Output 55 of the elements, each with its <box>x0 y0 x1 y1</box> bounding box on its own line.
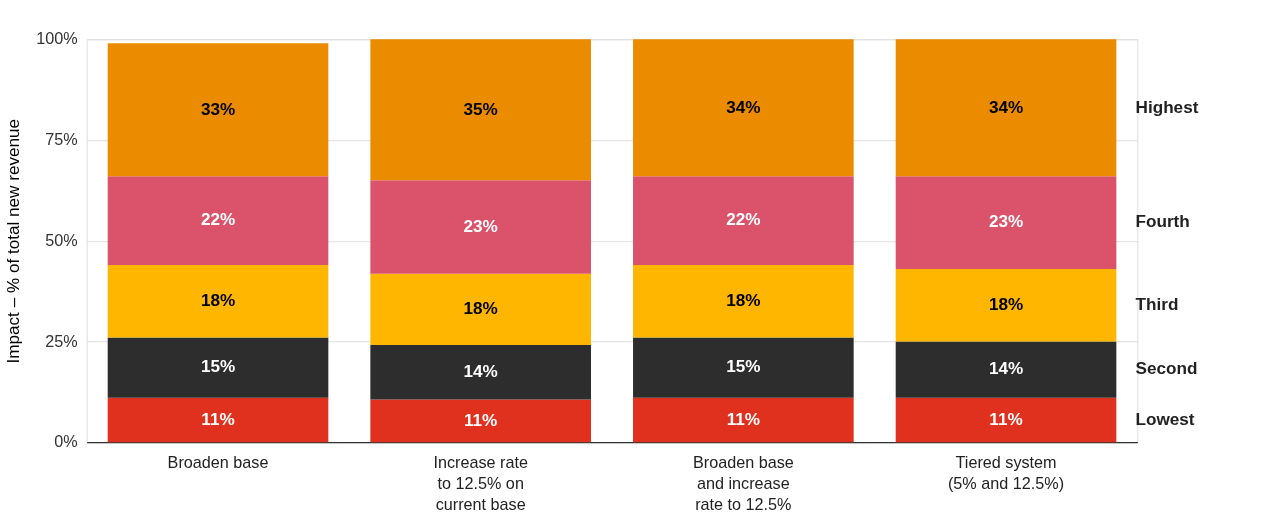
bar <box>370 39 591 181</box>
x-tick-label: Broaden base <box>167 453 269 472</box>
x-tick-label: Tiered system (5% and 12.5%) <box>947 453 1065 493</box>
bar <box>895 341 1117 398</box>
x-tick-label: Increase rate to 12.5% on current base <box>433 453 528 514</box>
bar <box>107 264 329 338</box>
data-label: 15% <box>200 356 236 377</box>
series-label: Fourth <box>1135 211 1190 232</box>
bar <box>895 39 1117 177</box>
bar <box>633 397 854 443</box>
bar <box>370 180 591 274</box>
data-label: 11% <box>726 408 761 429</box>
series-label: Second <box>1135 358 1198 379</box>
series-label: Third <box>1135 293 1179 314</box>
bar <box>370 399 591 443</box>
series-label: Lowest <box>1135 408 1195 429</box>
y-tick-label: 100% <box>36 29 78 48</box>
data-label: 18% <box>988 293 1024 314</box>
bar <box>370 345 591 400</box>
bar <box>370 273 591 346</box>
data-label: 11% <box>989 408 1023 429</box>
bar <box>895 397 1117 443</box>
bar <box>107 176 329 265</box>
bar <box>107 397 329 443</box>
data-label: 11% <box>201 408 235 429</box>
data-label: 11% <box>464 409 498 430</box>
bar <box>895 268 1117 342</box>
data-label: 35% <box>463 98 498 119</box>
data-label: 34% <box>726 96 761 117</box>
y-tick-label: 75% <box>45 130 78 149</box>
bar <box>895 176 1117 269</box>
data-label: 14% <box>463 361 498 382</box>
data-label: 14% <box>988 358 1024 379</box>
data-label: 33% <box>200 98 236 119</box>
data-label: 15% <box>726 356 761 377</box>
bar <box>633 39 854 177</box>
y-tick-label: 0% <box>54 432 78 451</box>
bar <box>633 264 854 338</box>
bar <box>107 337 329 398</box>
data-label: 18% <box>200 289 236 310</box>
data-label: 23% <box>463 215 498 236</box>
data-label: 23% <box>988 211 1024 232</box>
series-label: Highest <box>1135 96 1199 117</box>
bar <box>633 337 854 398</box>
bar <box>633 176 854 265</box>
y-axis-title: Impact – % of total new revenue <box>3 118 24 364</box>
data-label: 34% <box>988 96 1024 117</box>
y-tick-label: 50% <box>45 230 78 249</box>
bar <box>107 43 329 177</box>
y-tick-label: 25% <box>45 331 78 350</box>
data-label: 18% <box>726 289 761 310</box>
data-label: 18% <box>463 298 498 319</box>
x-tick-label: Broaden base and increase rate to 12.5% <box>692 453 794 514</box>
data-label: 22% <box>200 209 236 230</box>
data-label: 22% <box>726 209 761 230</box>
